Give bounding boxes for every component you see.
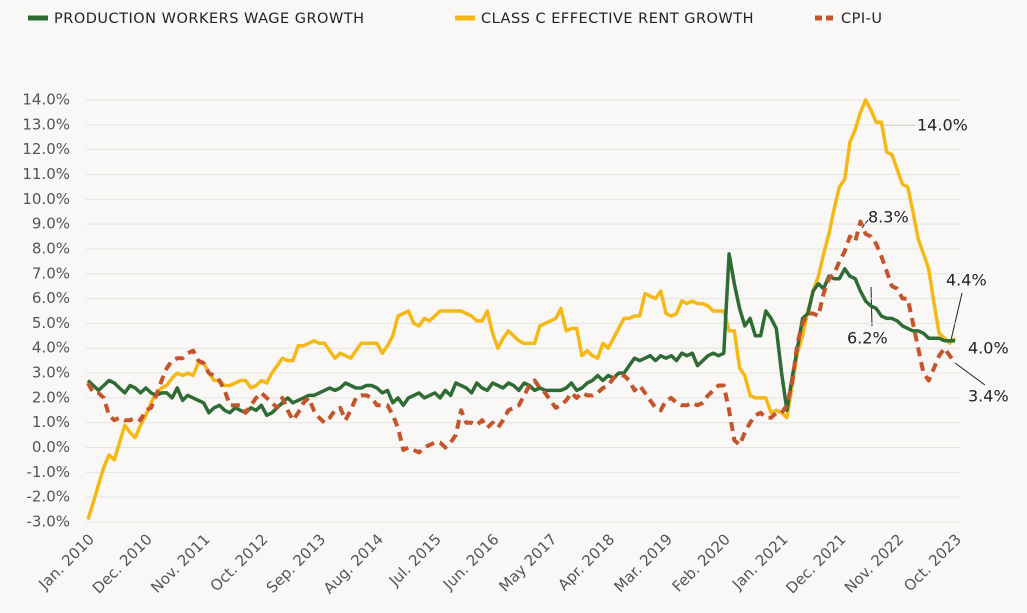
series-line — [86, 252, 955, 418]
y-tick-label: 12.0% — [22, 140, 70, 158]
y-tick-label: 7.0% — [32, 264, 70, 282]
annotation: 4.0% — [968, 339, 1009, 358]
legend-label: CPI-U — [841, 11, 883, 27]
legend-label: PRODUCTION WORKERS WAGE GROWTH — [54, 11, 365, 27]
annotation: 8.3% — [868, 208, 909, 227]
y-tick-label: 6.0% — [32, 289, 70, 307]
annotation: 4.4% — [946, 271, 987, 290]
annotation: 14.0% — [917, 116, 968, 135]
y-tick-label: -3.0% — [26, 513, 70, 531]
y-tick-label: 10.0% — [22, 190, 70, 208]
leader-line — [954, 362, 986, 386]
y-tick-label: 5.0% — [32, 314, 70, 332]
y-tick-label: 0.0% — [32, 438, 70, 456]
y-tick-label: -1.0% — [26, 463, 70, 481]
annotation: 3.4% — [968, 387, 1009, 406]
y-tick-label: 1.0% — [32, 413, 70, 431]
annotation: 6.2% — [847, 329, 888, 348]
y-tick-label: 4.0% — [32, 339, 70, 357]
y-tick-label: -2.0% — [26, 488, 70, 506]
y-tick-label: 3.0% — [32, 364, 70, 382]
legend-label: CLASS C EFFECTIVE RENT GROWTH — [481, 11, 754, 27]
leader-line — [950, 292, 963, 341]
series-line — [86, 219, 957, 455]
y-tick-label: 8.0% — [32, 239, 70, 257]
y-tick-label: 11.0% — [22, 165, 70, 183]
y-tick-label: 9.0% — [32, 215, 70, 233]
y-tick-label: 2.0% — [32, 388, 70, 406]
y-tick-label: 13.0% — [22, 115, 70, 133]
y-tick-label: 14.0% — [22, 91, 70, 109]
